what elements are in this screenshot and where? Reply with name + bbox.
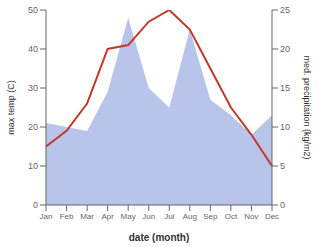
svg-text:Nov: Nov (244, 212, 258, 221)
svg-text:May: May (121, 212, 136, 221)
svg-text:5: 5 (280, 161, 285, 171)
svg-text:Mar: Mar (80, 212, 94, 221)
svg-text:40: 40 (28, 44, 38, 54)
svg-text:date (month): date (month) (129, 232, 190, 243)
svg-text:med. precipitation (kg/m2): med. precipitation (kg/m2) (302, 55, 310, 159)
svg-text:10: 10 (280, 122, 290, 132)
svg-text:50: 50 (28, 5, 38, 15)
svg-text:0: 0 (280, 200, 285, 210)
svg-text:max temp (C): max temp (C) (8, 80, 16, 135)
svg-text:30: 30 (28, 83, 38, 93)
svg-text:Jul: Jul (164, 212, 174, 221)
svg-text:20: 20 (28, 122, 38, 132)
svg-text:10: 10 (28, 161, 38, 171)
svg-text:Aug: Aug (183, 212, 197, 221)
svg-text:15: 15 (280, 83, 290, 93)
svg-text:Jun: Jun (142, 212, 155, 221)
svg-text:25: 25 (280, 5, 290, 15)
svg-text:0: 0 (33, 200, 38, 210)
svg-text:Apr: Apr (101, 212, 114, 221)
svg-text:Dec: Dec (265, 212, 279, 221)
svg-text:20: 20 (280, 44, 290, 54)
svg-text:Jan: Jan (40, 212, 53, 221)
svg-text:Sep: Sep (203, 212, 218, 221)
svg-text:Feb: Feb (60, 212, 74, 221)
svg-text:Oct: Oct (225, 212, 238, 221)
